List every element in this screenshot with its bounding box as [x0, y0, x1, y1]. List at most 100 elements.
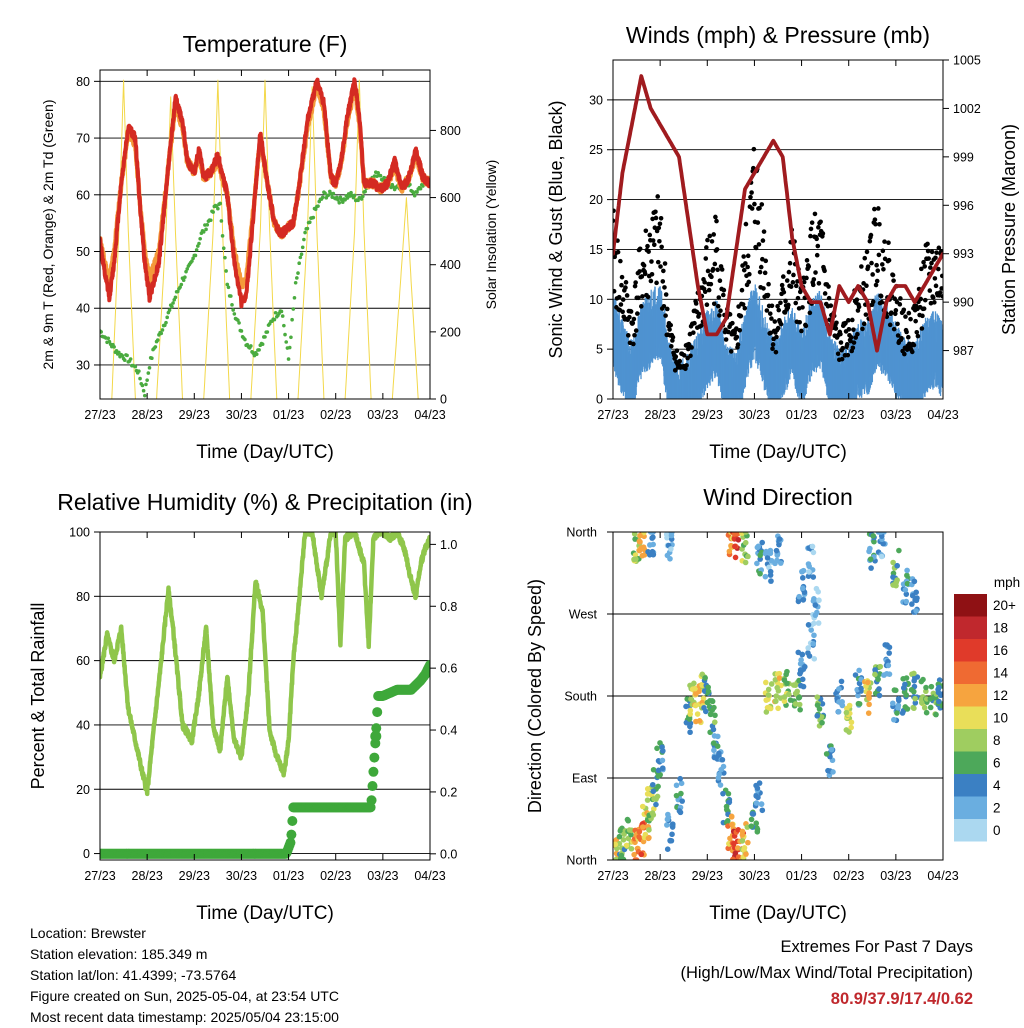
gust-point [788, 284, 794, 289]
direction-point [616, 833, 623, 840]
direction-point [765, 692, 772, 698]
gust-point [895, 321, 900, 327]
direction-point [757, 552, 763, 559]
gust-point [745, 264, 750, 270]
x-tick-label: 29/23 [692, 869, 723, 883]
gust-point [902, 351, 907, 357]
gust-point [793, 300, 799, 306]
direction-point [711, 719, 718, 725]
gust-point [613, 288, 617, 294]
gust-point [779, 282, 785, 288]
gust-point [753, 245, 759, 251]
dewpoint-point [150, 356, 154, 361]
x-tick-label: 03/23 [880, 869, 911, 883]
y2-tick-label: 800 [440, 124, 461, 138]
gust-point [625, 333, 631, 338]
dewpoint-point [323, 191, 327, 196]
gust-point [816, 225, 821, 230]
y-tick-label: 70 [76, 132, 90, 146]
gust-point [846, 318, 851, 323]
gust-point [835, 351, 841, 357]
gust-point [755, 220, 761, 225]
dewpoint-point [263, 335, 267, 339]
colorbar-swatch [954, 594, 987, 617]
dewpoint-point [415, 190, 419, 194]
gust-point [918, 296, 924, 302]
x-tick-label: 01/23 [273, 408, 304, 422]
gust-point [922, 297, 928, 303]
direction-point [799, 676, 806, 683]
gust-point [639, 274, 645, 279]
direction-point [701, 704, 707, 711]
gust-point [922, 264, 928, 269]
dewpoint-point [225, 282, 230, 287]
gust-point [870, 299, 876, 305]
dewpoint-point [412, 193, 417, 198]
direction-point [895, 697, 902, 704]
y2-tick-label: 0.0 [440, 847, 457, 861]
dewpoint-point [230, 303, 234, 307]
dewpoint-point [337, 200, 342, 205]
direction-point [655, 767, 662, 774]
gust-point [840, 345, 845, 351]
direction-point [709, 698, 715, 704]
gust-point [620, 297, 626, 302]
gust-point [689, 345, 694, 350]
humidity-precip-panel: 27/23 28/23 29/23 30/23 01/23 02/23 03/23 04/23… [28, 489, 473, 924]
y-axis-label: Direction (Colored By Speed) [525, 579, 545, 813]
dewpoint-point [184, 269, 188, 274]
gust-point [933, 255, 938, 261]
direction-point [891, 687, 898, 693]
gust-point [935, 266, 941, 272]
gust-point [734, 326, 739, 331]
y-tick-label: North [566, 526, 597, 540]
dewpoint-point [292, 296, 297, 300]
direction-point [667, 837, 673, 844]
direction-point [912, 597, 918, 603]
gust-point [749, 190, 754, 195]
dewpoint-point [226, 285, 231, 290]
gust-point [635, 311, 640, 316]
direction-point [743, 851, 749, 857]
gust-point [650, 238, 656, 243]
gust-point [727, 312, 733, 317]
y-tick-label: 50 [76, 245, 90, 259]
direction-point [631, 851, 637, 858]
direction-point [870, 533, 876, 539]
dewpoint-point [120, 354, 125, 358]
gust-point [642, 271, 648, 277]
x-tick-label: 29/23 [692, 408, 723, 422]
direction-point [668, 532, 675, 539]
x-tick-label: 01/23 [273, 869, 304, 883]
gust-point [648, 278, 654, 284]
dewpoint-point [257, 348, 261, 352]
gust-point [929, 260, 934, 266]
x-tick-label: 04/23 [927, 408, 958, 422]
gust-point [709, 239, 715, 244]
dewpoint-point [170, 304, 174, 309]
plot-frame [99, 531, 431, 861]
dewpoint-point [289, 335, 293, 340]
gust-point [791, 272, 796, 278]
dewpoint-point [349, 190, 353, 195]
dewpoint-point [173, 295, 178, 300]
direction-point [891, 716, 897, 723]
direction-point [811, 632, 817, 639]
dewpoint-point [418, 186, 423, 191]
pressure-line [613, 74, 943, 353]
dewpoint-point [155, 338, 160, 342]
x-tick-label: 27/23 [84, 869, 115, 883]
dewpoint-point [160, 328, 165, 332]
direction-point [810, 641, 817, 647]
direction-point [867, 556, 874, 562]
dewpoint-point [297, 261, 301, 266]
gust-point [919, 266, 924, 272]
dewpoint-point [117, 350, 121, 355]
direction-point [650, 788, 657, 795]
dewpoint-point [336, 198, 340, 202]
dewpoint-point [320, 195, 325, 200]
dewpoint-point [159, 331, 164, 336]
gust-point [769, 316, 774, 321]
gust-point [770, 342, 776, 347]
gust-point [713, 214, 718, 220]
